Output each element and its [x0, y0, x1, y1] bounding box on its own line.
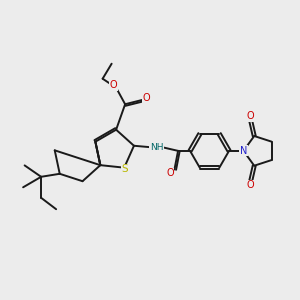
Text: O: O: [166, 168, 174, 178]
Text: O: O: [110, 80, 118, 90]
Text: S: S: [122, 164, 128, 174]
Text: N: N: [240, 146, 247, 156]
Text: NH: NH: [150, 143, 163, 152]
Text: O: O: [247, 181, 254, 190]
Text: O: O: [143, 93, 151, 103]
Text: O: O: [247, 111, 254, 121]
